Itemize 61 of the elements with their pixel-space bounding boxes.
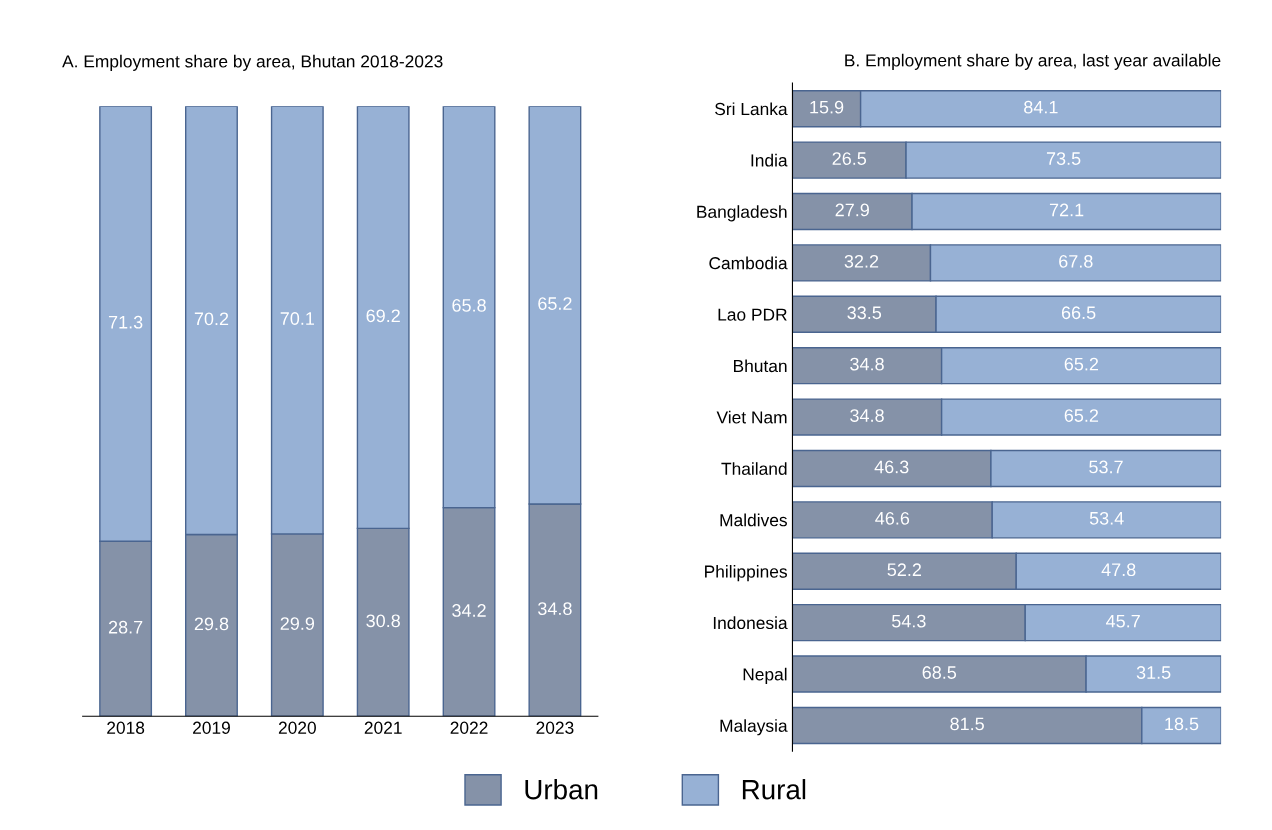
y-tick-label: Sri Lanka <box>715 102 788 116</box>
data-label: 34.8 <box>538 602 572 615</box>
y-tick-label: Bhutan <box>734 359 787 373</box>
legend-label: Urban <box>525 779 598 800</box>
data-label: 52.2 <box>887 563 921 577</box>
data-label: 53.7 <box>1089 460 1123 474</box>
data-label: 67.8 <box>1059 254 1093 268</box>
data-label: 27.9 <box>835 203 869 217</box>
data-label: 65.8 <box>452 299 486 312</box>
data-label: 68.5 <box>922 666 957 679</box>
data-label: 18.5 <box>1165 717 1199 731</box>
data-label: 32.2 <box>844 254 879 268</box>
data-label: 34.8 <box>850 357 884 371</box>
data-label: 70.1 <box>280 312 315 325</box>
data-label: 46.3 <box>874 460 909 474</box>
chart-title: B. Employment share by area, last year available <box>845 53 1221 70</box>
data-label: 33.5 <box>847 306 882 320</box>
x-tick-label: 2020 <box>278 721 316 734</box>
y-tick-label: India <box>751 153 788 167</box>
y-tick-label: Thailand <box>721 462 787 475</box>
data-label: 30.8 <box>366 614 400 628</box>
y-tick-label: Bangladesh <box>697 205 787 222</box>
y-tick-label: Viet Nam <box>716 410 787 424</box>
y-tick-label: Lao PDR <box>718 308 787 321</box>
data-label: 31.5 <box>1136 666 1171 679</box>
data-label: 81.5 <box>950 717 984 731</box>
data-label: 65.2 <box>1064 409 1099 422</box>
y-tick-label: Philippines <box>705 564 787 582</box>
data-label: 29.9 <box>280 617 315 630</box>
x-tick-label: 2019 <box>193 721 230 734</box>
data-label: 54.3 <box>891 614 926 628</box>
data-label: 73.5 <box>1046 152 1081 165</box>
y-tick-label: Nepal <box>743 667 787 684</box>
y-tick-label: Indonesia <box>713 616 788 630</box>
x-tick-label: 2018 <box>107 721 145 734</box>
data-label: 84.1 <box>1024 100 1058 114</box>
data-label: 69.2 <box>366 309 400 323</box>
data-label: 46.6 <box>875 511 910 525</box>
data-label: 71.3 <box>108 315 143 329</box>
data-label: 53.4 <box>1089 511 1124 525</box>
data-label: 15.9 <box>810 100 844 114</box>
data-label: 28.7 <box>108 620 143 634</box>
data-label: 66.5 <box>1061 306 1096 320</box>
x-tick-label: 2021 <box>364 721 402 734</box>
y-tick-label: Malaysia <box>720 719 788 736</box>
data-label: 65.2 <box>1064 357 1099 371</box>
data-label: 34.2 <box>452 604 486 617</box>
data-label: 70.2 <box>194 312 229 326</box>
x-tick-label: 2023 <box>536 721 574 734</box>
y-tick-label: Maldives <box>720 513 787 527</box>
data-label: 45.7 <box>1106 614 1140 628</box>
data-label: 34.8 <box>850 409 884 422</box>
data-label: 72.1 <box>1049 203 1084 217</box>
y-tick-label: Cambodia <box>709 256 788 270</box>
chart-title: A. Employment share by area, Bhutan 2018-2023 <box>62 54 443 71</box>
data-label: 65.2 <box>538 297 572 310</box>
legend-label: Rural <box>742 779 806 800</box>
data-label: 26.5 <box>832 152 867 165</box>
data-label: 47.8 <box>1101 563 1136 577</box>
x-tick-label: 2022 <box>450 721 488 734</box>
data-label: 29.8 <box>194 617 229 631</box>
